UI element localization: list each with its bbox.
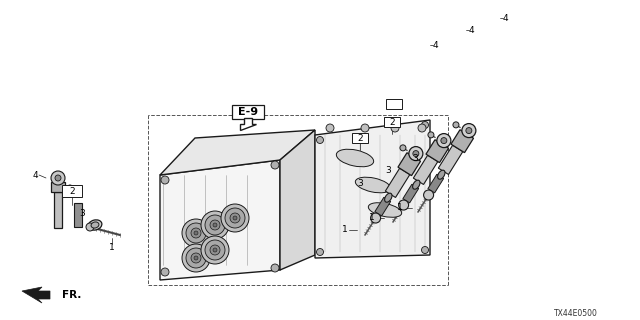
Circle shape: [418, 124, 426, 132]
Polygon shape: [426, 140, 449, 163]
Polygon shape: [428, 174, 444, 193]
Circle shape: [205, 215, 225, 235]
Circle shape: [462, 124, 476, 138]
Circle shape: [317, 137, 323, 143]
Text: 4: 4: [432, 41, 438, 50]
Circle shape: [409, 147, 423, 161]
Polygon shape: [438, 145, 463, 174]
Bar: [384, 117, 400, 127]
Text: 4: 4: [502, 13, 508, 22]
Text: TX44E0500: TX44E0500: [554, 308, 598, 317]
Polygon shape: [385, 168, 410, 197]
Text: 4: 4: [32, 171, 38, 180]
Circle shape: [186, 248, 206, 268]
Circle shape: [194, 256, 198, 260]
Polygon shape: [51, 182, 65, 192]
Circle shape: [424, 190, 433, 200]
Polygon shape: [398, 153, 420, 176]
Circle shape: [51, 171, 65, 185]
Circle shape: [205, 240, 225, 260]
Text: 2: 2: [69, 187, 75, 196]
Polygon shape: [413, 155, 438, 184]
Circle shape: [161, 268, 169, 276]
Text: 1: 1: [397, 204, 403, 212]
Circle shape: [437, 133, 451, 148]
Text: 2: 2: [391, 100, 397, 108]
Circle shape: [210, 220, 220, 230]
Circle shape: [182, 244, 210, 272]
Ellipse shape: [88, 220, 102, 230]
Circle shape: [391, 124, 399, 132]
Bar: [62, 185, 82, 197]
Text: 1: 1: [369, 213, 375, 222]
Circle shape: [55, 175, 61, 181]
Polygon shape: [22, 287, 50, 303]
Circle shape: [191, 253, 201, 263]
Circle shape: [221, 204, 249, 232]
Circle shape: [466, 128, 472, 133]
Text: FR.: FR.: [62, 290, 81, 300]
Circle shape: [225, 208, 245, 228]
Circle shape: [213, 223, 217, 227]
Circle shape: [194, 231, 198, 235]
Text: 2: 2: [389, 117, 395, 126]
Circle shape: [422, 246, 429, 253]
Ellipse shape: [337, 149, 374, 167]
Polygon shape: [375, 197, 390, 216]
Bar: [386, 99, 402, 109]
Circle shape: [213, 248, 217, 252]
Ellipse shape: [368, 203, 402, 217]
Text: 1: 1: [109, 244, 115, 252]
Circle shape: [413, 151, 419, 156]
Text: E-9: E-9: [238, 107, 258, 117]
Polygon shape: [280, 130, 315, 270]
Polygon shape: [54, 192, 62, 228]
Text: 4: 4: [468, 26, 474, 35]
Polygon shape: [160, 130, 315, 175]
Circle shape: [201, 211, 229, 239]
Polygon shape: [240, 118, 256, 130]
Circle shape: [186, 223, 206, 243]
Circle shape: [371, 213, 381, 223]
Ellipse shape: [438, 170, 445, 179]
Circle shape: [361, 124, 369, 132]
Text: 2: 2: [357, 133, 363, 142]
Circle shape: [428, 132, 434, 138]
Circle shape: [422, 122, 429, 129]
Circle shape: [453, 122, 459, 128]
Circle shape: [182, 219, 210, 247]
Ellipse shape: [413, 180, 420, 189]
Circle shape: [399, 200, 408, 210]
Ellipse shape: [385, 193, 392, 202]
Polygon shape: [403, 184, 419, 203]
Circle shape: [86, 223, 94, 231]
Text: 3: 3: [79, 209, 85, 218]
Text: 1: 1: [342, 226, 348, 235]
Text: 3: 3: [357, 179, 363, 188]
Polygon shape: [451, 130, 474, 153]
Bar: [352, 133, 368, 143]
Circle shape: [271, 161, 279, 169]
Circle shape: [326, 124, 334, 132]
Circle shape: [441, 138, 447, 144]
Polygon shape: [74, 203, 82, 227]
Circle shape: [233, 216, 237, 220]
Polygon shape: [315, 120, 430, 258]
Ellipse shape: [91, 222, 99, 228]
Bar: [232, 105, 264, 119]
Text: 3: 3: [412, 154, 418, 163]
Text: 3: 3: [385, 165, 391, 174]
Polygon shape: [160, 160, 280, 280]
Circle shape: [67, 185, 73, 191]
Circle shape: [271, 264, 279, 272]
Circle shape: [400, 145, 406, 151]
Circle shape: [317, 249, 323, 255]
Ellipse shape: [355, 177, 390, 193]
Circle shape: [191, 228, 201, 238]
Circle shape: [161, 176, 169, 184]
Circle shape: [210, 245, 220, 255]
Circle shape: [230, 213, 240, 223]
Circle shape: [201, 236, 229, 264]
